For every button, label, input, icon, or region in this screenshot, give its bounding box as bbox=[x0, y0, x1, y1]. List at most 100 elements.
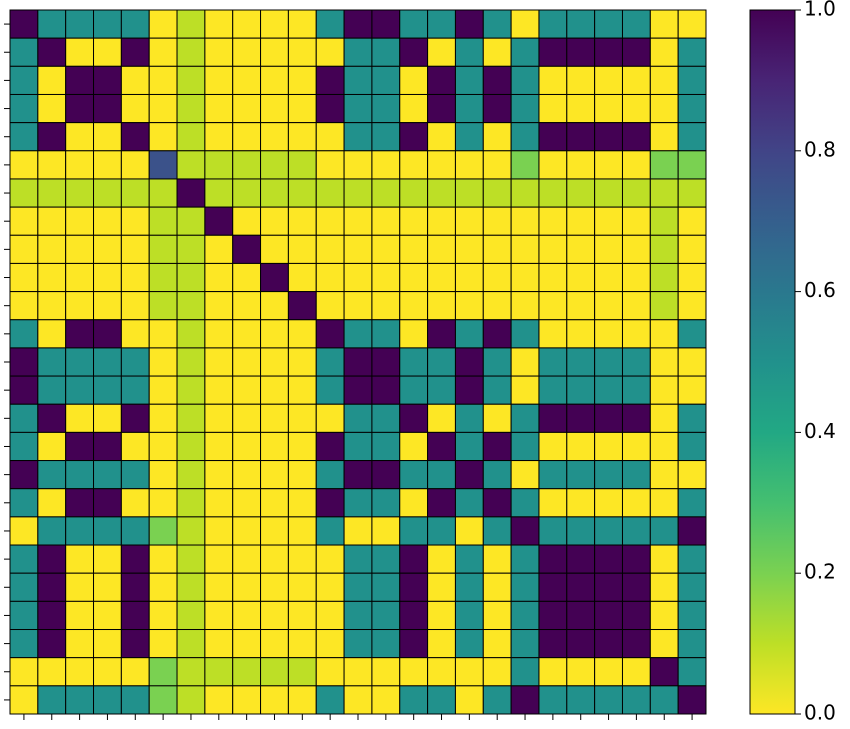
heatmap-cell bbox=[427, 657, 456, 687]
heatmap-cell bbox=[176, 403, 206, 433]
heatmap-cell bbox=[566, 347, 596, 377]
heatmap-cell bbox=[482, 65, 512, 95]
heatmap-cell bbox=[454, 403, 484, 433]
heatmap-cell bbox=[287, 572, 317, 602]
heatmap-cell bbox=[65, 572, 95, 602]
heatmap-cell bbox=[677, 488, 707, 518]
heatmap-cell bbox=[399, 93, 429, 124]
heatmap-cell bbox=[677, 460, 707, 490]
heatmap-cell bbox=[621, 37, 651, 67]
heatmap-cell bbox=[427, 629, 456, 659]
heatmap-cell bbox=[649, 206, 679, 236]
heatmap-cell bbox=[482, 488, 512, 518]
heatmap-cell bbox=[37, 291, 67, 321]
heatmap-cell bbox=[343, 93, 373, 124]
heatmap-cell bbox=[427, 600, 456, 631]
heatmap-cell bbox=[649, 629, 679, 659]
heatmap-cell bbox=[204, 65, 234, 95]
heatmap-cell bbox=[65, 65, 95, 95]
heatmap-cell bbox=[93, 291, 122, 321]
heatmap-cell bbox=[148, 9, 178, 39]
heatmap-cell bbox=[621, 347, 651, 377]
heatmap-cell bbox=[649, 375, 679, 405]
heatmap-cell bbox=[454, 572, 484, 602]
heatmap-cell bbox=[454, 178, 484, 208]
heatmap-cell bbox=[93, 37, 122, 67]
heatmap-cell bbox=[93, 488, 122, 518]
heatmap-cell bbox=[260, 178, 289, 208]
heatmap-cell bbox=[649, 460, 679, 490]
heatmap-cell bbox=[371, 600, 401, 631]
heatmap-cell bbox=[176, 572, 206, 602]
heatmap-cell bbox=[37, 37, 67, 67]
heatmap-cell bbox=[37, 262, 67, 293]
heatmap-cell bbox=[120, 178, 150, 208]
heatmap-cell bbox=[232, 600, 262, 631]
heatmap-cell bbox=[315, 291, 345, 321]
heatmap-cell bbox=[9, 375, 39, 405]
heatmap-cell bbox=[287, 178, 317, 208]
heatmap-cell bbox=[204, 460, 234, 490]
heatmap-cell bbox=[343, 488, 373, 518]
heatmap-cell bbox=[566, 9, 596, 39]
heatmap-cell bbox=[120, 93, 150, 124]
heatmap-cell bbox=[232, 122, 262, 152]
heatmap-cell bbox=[176, 93, 206, 124]
heatmap-cell bbox=[65, 37, 95, 67]
heatmap-cell bbox=[399, 262, 429, 293]
heatmap-cell bbox=[482, 234, 512, 264]
heatmap-cell bbox=[566, 262, 596, 293]
heatmap-cell bbox=[371, 572, 401, 602]
heatmap-cell bbox=[120, 516, 150, 546]
heatmap-cell bbox=[93, 347, 122, 377]
heatmap-cell bbox=[176, 65, 206, 95]
heatmap-cell bbox=[538, 375, 568, 405]
heatmap-cell bbox=[204, 319, 234, 349]
heatmap-cell bbox=[538, 460, 568, 490]
heatmap-cell bbox=[649, 291, 679, 321]
heatmap-cell bbox=[204, 37, 234, 67]
heatmap-cell bbox=[148, 206, 178, 236]
heatmap-cell bbox=[594, 544, 623, 574]
heatmap-cell bbox=[427, 65, 456, 95]
heatmap-cell bbox=[510, 375, 540, 405]
heatmap-cell bbox=[176, 178, 206, 208]
heatmap-cell bbox=[315, 150, 345, 180]
heatmap-cell bbox=[93, 600, 122, 631]
heatmap-cell bbox=[232, 150, 262, 180]
heatmap-cell bbox=[399, 319, 429, 349]
heatmap-cell bbox=[343, 291, 373, 321]
heatmap-cell bbox=[37, 93, 67, 124]
heatmap-cell bbox=[176, 9, 206, 39]
heatmap-cell bbox=[510, 629, 540, 659]
heatmap-cell bbox=[176, 516, 206, 546]
heatmap-cell bbox=[120, 291, 150, 321]
heatmap-cell bbox=[677, 403, 707, 433]
heatmap-cell bbox=[232, 685, 262, 715]
heatmap-cell bbox=[315, 516, 345, 546]
heatmap-cell bbox=[482, 460, 512, 490]
heatmap-cell bbox=[427, 572, 456, 602]
heatmap-cell bbox=[454, 516, 484, 546]
heatmap-cell bbox=[594, 178, 623, 208]
heatmap-cell bbox=[315, 65, 345, 95]
heatmap-cell bbox=[538, 262, 568, 293]
heatmap-cell bbox=[232, 460, 262, 490]
heatmap-cell bbox=[260, 629, 289, 659]
heatmap-cell bbox=[343, 122, 373, 152]
heatmap-cell bbox=[566, 65, 596, 95]
heatmap-cell bbox=[538, 544, 568, 574]
heatmap-cell bbox=[65, 93, 95, 124]
heatmap-cell bbox=[399, 9, 429, 39]
heatmap-cell bbox=[232, 403, 262, 433]
heatmap-cell bbox=[148, 291, 178, 321]
heatmap-cell bbox=[427, 516, 456, 546]
heatmap-cell bbox=[204, 93, 234, 124]
heatmap-cell bbox=[260, 431, 289, 462]
heatmap-cell bbox=[482, 572, 512, 602]
heatmap-cell bbox=[399, 572, 429, 602]
heatmap-cell bbox=[93, 150, 122, 180]
heatmap-cell bbox=[148, 37, 178, 67]
heatmap-cell bbox=[566, 431, 596, 462]
heatmap-cell bbox=[93, 178, 122, 208]
